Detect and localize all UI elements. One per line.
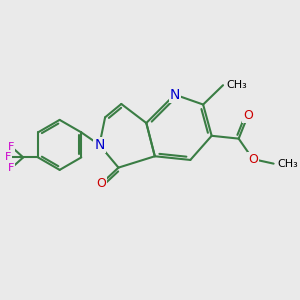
Text: F: F [8,163,14,173]
Text: N: N [169,88,180,102]
Text: O: O [243,109,253,122]
Text: F: F [5,152,12,162]
Text: CH₃: CH₃ [277,159,298,169]
Text: O: O [97,177,106,190]
Text: N: N [94,138,105,152]
Text: F: F [8,142,14,152]
Text: O: O [248,153,258,166]
Text: CH₃: CH₃ [226,80,247,90]
